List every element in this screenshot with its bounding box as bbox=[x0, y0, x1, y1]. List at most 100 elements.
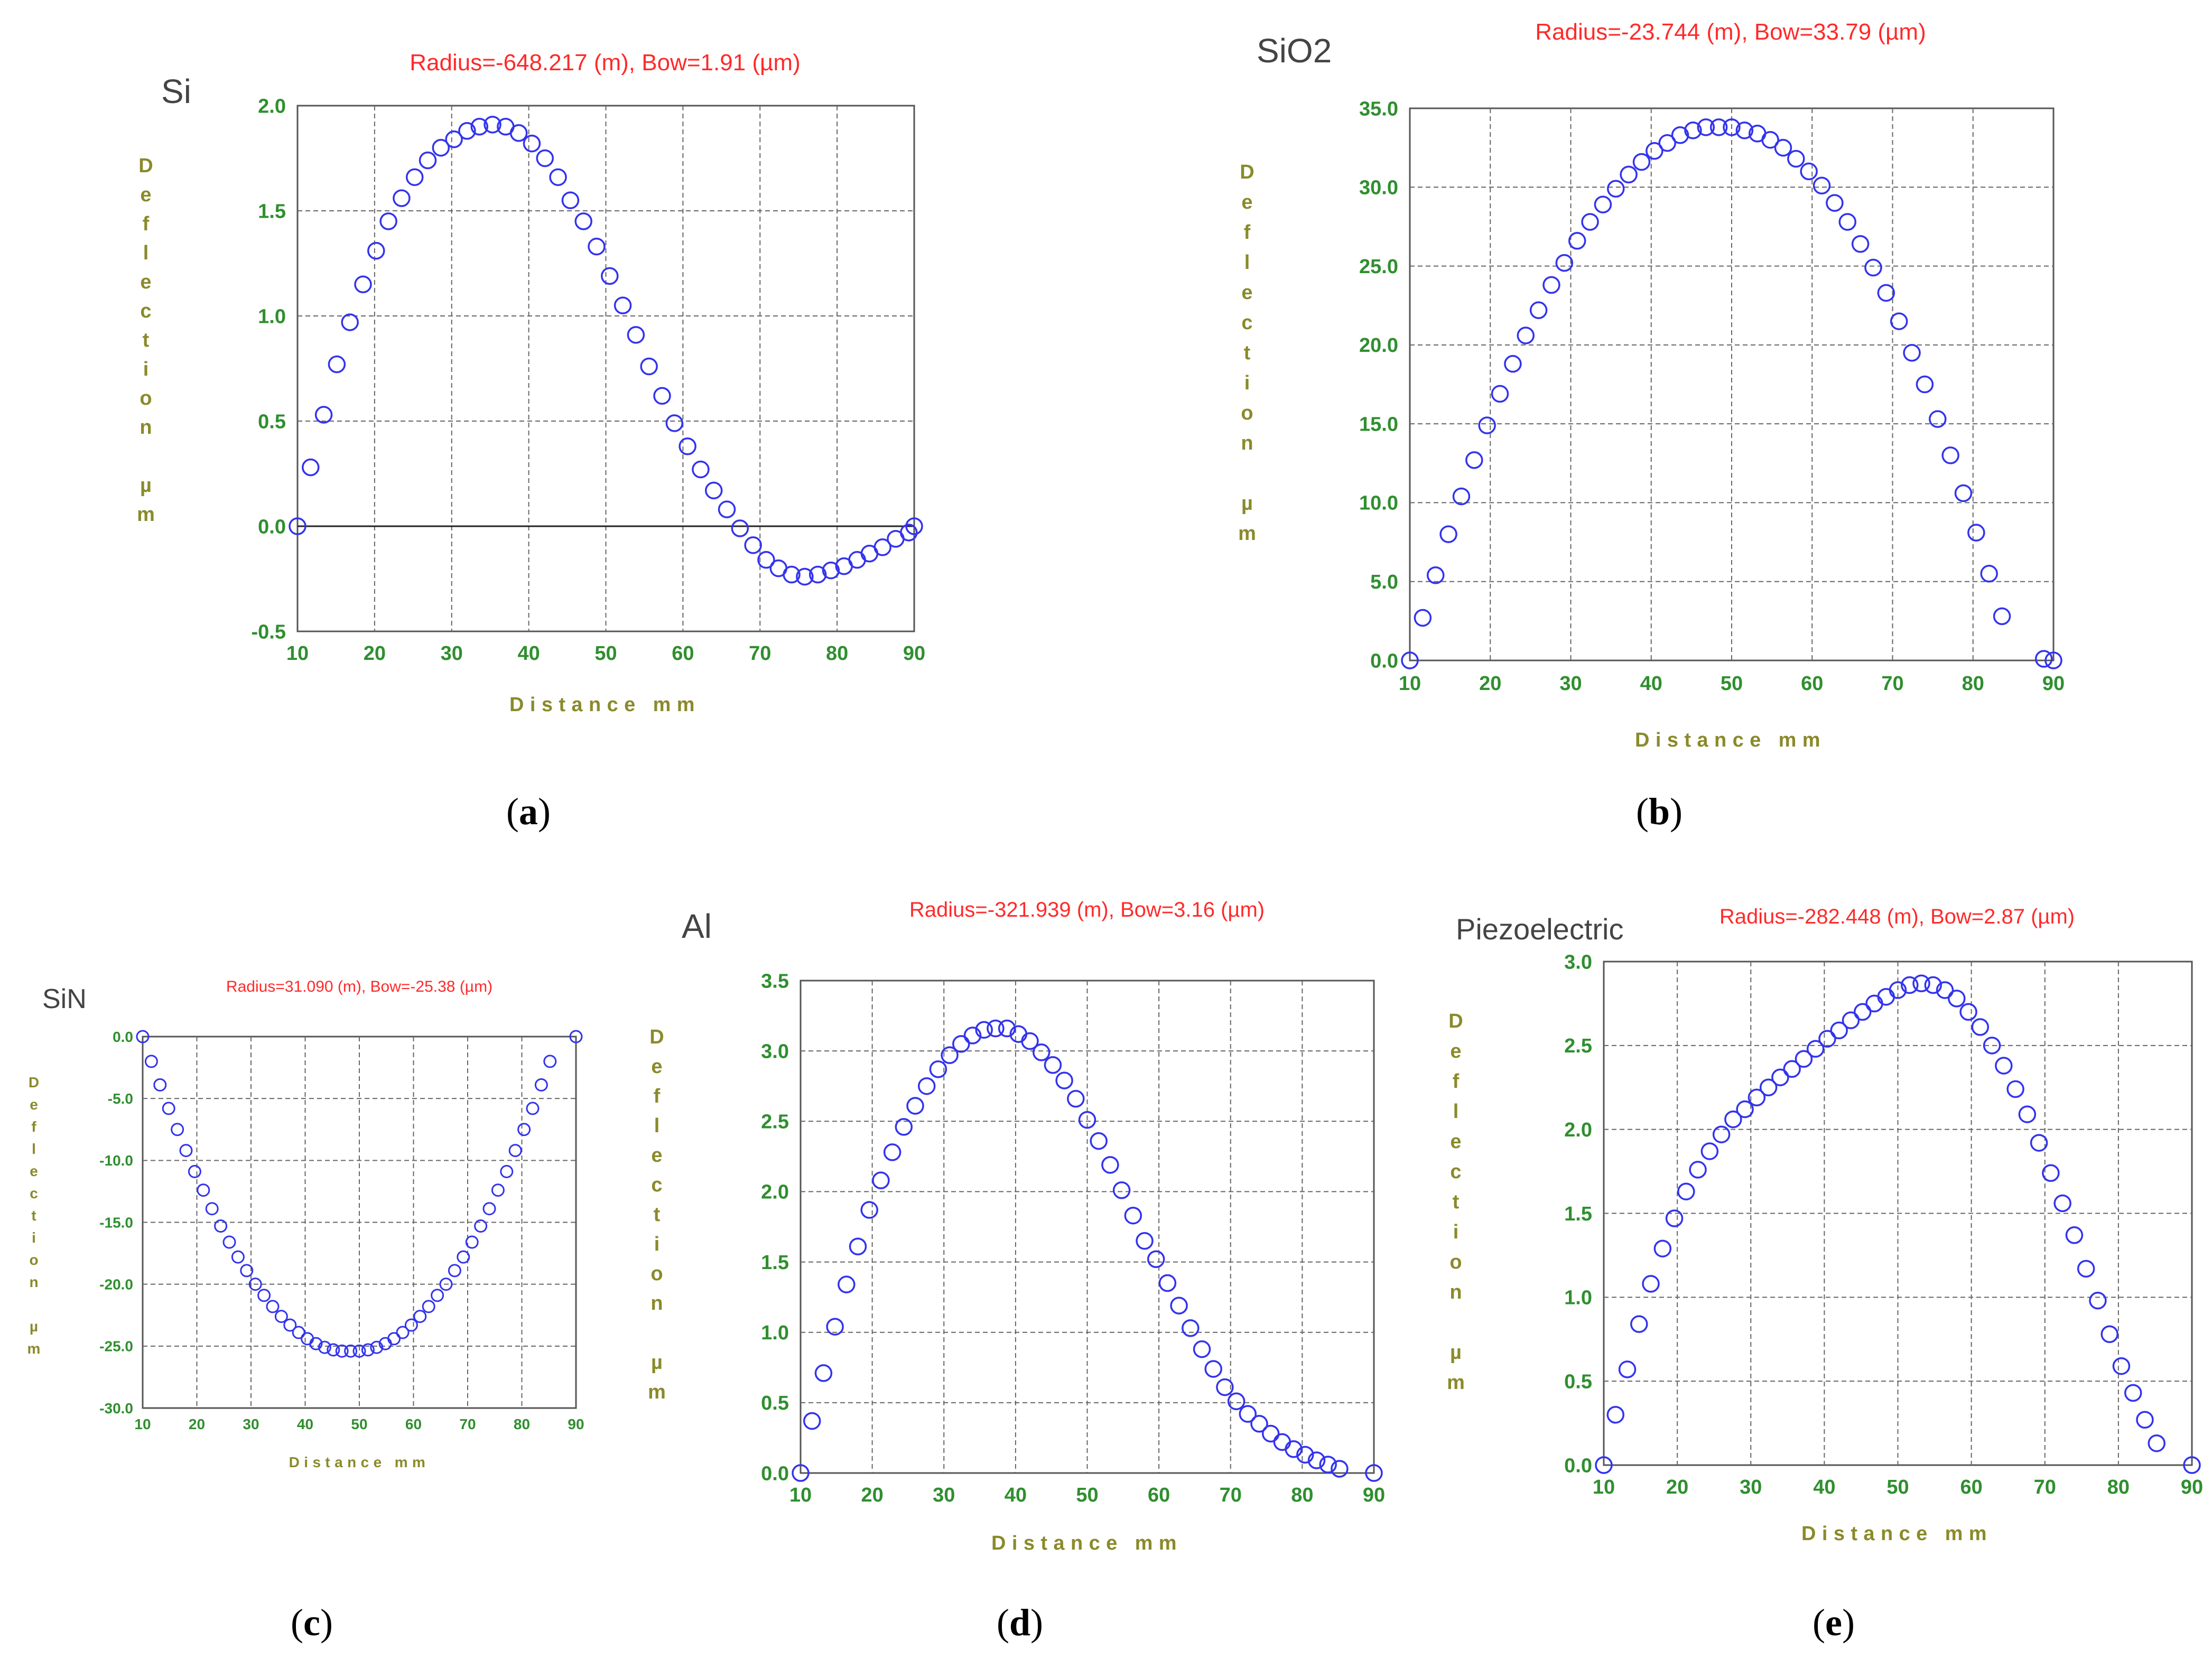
data-point bbox=[569, 1030, 583, 1043]
data-point bbox=[1227, 1392, 1246, 1410]
data-point bbox=[1021, 1032, 1039, 1050]
data-point bbox=[1877, 284, 1895, 302]
data-point bbox=[523, 134, 541, 153]
data-point bbox=[387, 1332, 401, 1346]
data-point bbox=[1606, 1405, 1625, 1424]
x-tick-label: 20 bbox=[861, 1484, 883, 1506]
data-point bbox=[1653, 1239, 1672, 1257]
data-point bbox=[872, 1171, 890, 1189]
y-tick-label: 5.0 bbox=[1370, 571, 1398, 593]
data-point bbox=[484, 116, 501, 134]
data-point bbox=[1851, 235, 1870, 253]
x-tick-label: 90 bbox=[2042, 673, 2065, 695]
data-point bbox=[963, 1027, 982, 1045]
data-point bbox=[458, 122, 476, 140]
data-point bbox=[257, 1289, 271, 1302]
data-point bbox=[2112, 1357, 2131, 1375]
y-tick-label: 2.0 bbox=[1564, 1119, 1592, 1141]
data-point bbox=[432, 138, 450, 157]
data-point bbox=[1800, 162, 1818, 181]
data-point bbox=[508, 1144, 522, 1158]
data-point bbox=[601, 267, 619, 285]
data-point bbox=[205, 1202, 219, 1216]
data-point bbox=[318, 1340, 331, 1354]
data-point bbox=[352, 1344, 366, 1358]
data-point bbox=[413, 1310, 427, 1324]
data-point bbox=[1901, 976, 1919, 994]
data-point bbox=[1941, 446, 1959, 464]
data-point bbox=[1147, 1250, 1165, 1268]
data-point bbox=[1112, 1181, 1131, 1199]
y-tick-label: 2.5 bbox=[1564, 1035, 1592, 1057]
data-point bbox=[1124, 1206, 1142, 1225]
data-point bbox=[1954, 484, 1973, 502]
data-point bbox=[1936, 981, 1954, 999]
data-point bbox=[1632, 153, 1651, 171]
data-point bbox=[214, 1219, 228, 1233]
data-point bbox=[1555, 254, 1574, 272]
x-tick-label: 40 bbox=[1813, 1476, 1835, 1498]
y-tick-label: -15.0 bbox=[99, 1214, 133, 1231]
data-point bbox=[792, 1464, 810, 1482]
data-point bbox=[188, 1164, 201, 1178]
data-point bbox=[500, 1164, 514, 1178]
data-point bbox=[543, 1055, 557, 1068]
data-point bbox=[2136, 1411, 2154, 1429]
data-point bbox=[1658, 134, 1676, 152]
data-point bbox=[1630, 1315, 1648, 1333]
x-tick-label: 80 bbox=[1291, 1484, 1313, 1506]
data-point bbox=[929, 1060, 947, 1078]
data-point bbox=[873, 538, 891, 556]
data-point bbox=[302, 458, 320, 477]
panel-label: Si bbox=[161, 72, 191, 110]
data-point bbox=[1818, 1030, 1836, 1048]
data-point bbox=[470, 118, 489, 136]
data-point bbox=[367, 241, 385, 260]
y-tick-label: 20.0 bbox=[1359, 334, 1398, 357]
data-point bbox=[1204, 1360, 1222, 1378]
data-point bbox=[744, 536, 762, 554]
y-tick-label: 0.5 bbox=[258, 411, 286, 433]
data-point bbox=[1813, 176, 1831, 195]
data-point bbox=[231, 1250, 245, 1264]
data-point bbox=[1170, 1297, 1188, 1315]
data-point bbox=[534, 1078, 548, 1092]
y-tick-label: 0.0 bbox=[113, 1029, 133, 1045]
data-point bbox=[1684, 122, 1702, 139]
chart-title: Radius=-648.217 (m), Bow=1.91 (µm) bbox=[410, 50, 800, 76]
data-point bbox=[361, 1343, 375, 1357]
data-point bbox=[1771, 1068, 1789, 1086]
x-axis-label: Distance mm bbox=[509, 694, 701, 716]
data-point bbox=[379, 212, 397, 230]
chart-title: Radius=-282.448 (m), Bow=2.87 (µm) bbox=[1720, 905, 2075, 928]
data-point bbox=[1517, 327, 1535, 344]
data-point bbox=[1759, 1078, 1778, 1096]
x-tick-label: 40 bbox=[517, 642, 540, 665]
x-tick-label: 30 bbox=[441, 642, 463, 665]
data-point bbox=[1783, 1060, 1801, 1078]
data-point bbox=[283, 1318, 297, 1332]
x-tick-label: 30 bbox=[933, 1484, 955, 1506]
data-point bbox=[1529, 301, 1548, 319]
data-point bbox=[757, 551, 775, 569]
x-tick-label: 70 bbox=[749, 642, 771, 665]
data-point bbox=[197, 1183, 210, 1197]
data-point bbox=[2030, 1134, 2048, 1152]
data-point bbox=[1924, 976, 1943, 994]
data-point bbox=[419, 151, 437, 170]
data-point bbox=[405, 168, 424, 187]
data-point bbox=[883, 1143, 901, 1161]
data-point bbox=[335, 1344, 349, 1358]
data-point bbox=[1439, 525, 1457, 543]
x-tick-label: 80 bbox=[514, 1416, 530, 1432]
data-point bbox=[941, 1046, 959, 1064]
data-point bbox=[1736, 1100, 1754, 1119]
data-point bbox=[289, 517, 306, 535]
data-point bbox=[1491, 385, 1509, 403]
chart-c: 10 20 30 40 50 60 70 80 90 -30.0 -25.0 -20.0 -15.0 -1… bbox=[27, 978, 584, 1644]
data-point bbox=[640, 357, 658, 376]
panel-label: SiO2 bbox=[1257, 32, 1332, 70]
data-point bbox=[1735, 122, 1754, 139]
